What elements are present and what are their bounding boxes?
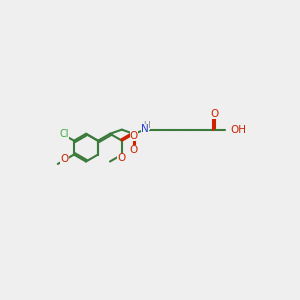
- Text: O: O: [130, 131, 138, 141]
- Text: O: O: [211, 109, 219, 119]
- Text: N: N: [142, 124, 149, 134]
- Text: O: O: [129, 145, 138, 155]
- Text: O: O: [117, 153, 125, 164]
- Text: O: O: [60, 154, 69, 164]
- Text: OH: OH: [230, 124, 246, 135]
- Text: H: H: [143, 121, 150, 130]
- Text: Cl: Cl: [59, 129, 69, 139]
